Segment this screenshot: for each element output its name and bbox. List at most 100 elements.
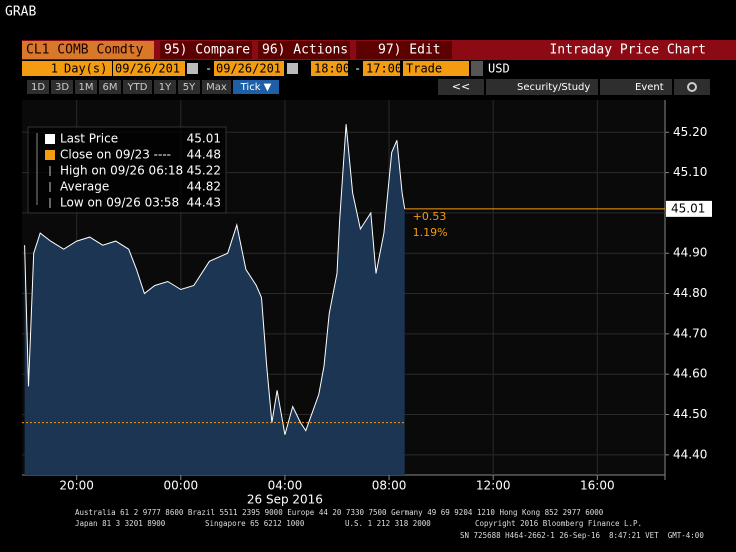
x-tick-label: 04:00: [268, 479, 303, 493]
price-area: [24, 124, 405, 475]
period[interactable]: 1: [51, 62, 58, 76]
tool-buttons: << Security/Study Event: [438, 79, 710, 95]
tool-button[interactable]: [438, 79, 484, 95]
y-tick-label: 45.20: [673, 125, 707, 139]
legend-value: 44.43: [187, 196, 221, 210]
range-label[interactable]: 6M: [103, 82, 118, 93]
start-date[interactable]: 09/26/201: [115, 62, 180, 76]
range-button[interactable]: [154, 80, 176, 94]
range-button[interactable]: [99, 80, 121, 94]
footer-copyright: Copyright 2016 Bloomberg Finance L.P.: [475, 519, 642, 528]
period-box[interactable]: [22, 61, 112, 76]
y-tick-label: 44.40: [673, 447, 707, 461]
chart: 44.4044.5044.6044.7044.8044.9045.0045.10…: [22, 100, 712, 507]
range-label[interactable]: 5Y: [183, 82, 196, 93]
legend-value: 44.48: [187, 148, 221, 162]
security[interactable]: CL1 COMB Comdty: [26, 43, 144, 58]
start-date-box[interactable]: [113, 61, 185, 76]
calendar-icon[interactable]: [287, 63, 298, 74]
legend-label: Last Price: [60, 132, 118, 146]
range-label[interactable]: 1D: [31, 82, 45, 93]
legend-icon: [45, 134, 55, 144]
y-tick-label: 44.50: [673, 407, 707, 421]
currency[interactable]: USD: [488, 62, 510, 76]
tool-label[interactable]: <<: [452, 80, 470, 93]
footer-contacts: Singapore 65 6212 1000: [205, 519, 305, 528]
y-tick-label: 44.80: [673, 286, 707, 300]
function-name: Intraday Price Chart: [549, 43, 706, 58]
legend-icon: [45, 150, 55, 160]
footer-session: SN 725688 H464-2662-1 26-Sep-16 8:47:21 …: [460, 531, 704, 540]
legend-label: High on 09/26 06:18: [60, 164, 183, 178]
x-tick-label: 08:00: [372, 479, 407, 493]
range-label[interactable]: 1M: [79, 82, 94, 93]
range-button[interactable]: [123, 80, 152, 94]
selected-button[interactable]: [233, 80, 279, 94]
security-box[interactable]: [22, 41, 154, 59]
range-label[interactable]: 1Y: [159, 82, 172, 93]
y-tick-label: 44.60: [673, 367, 707, 381]
y-tick-label: 44.70: [673, 326, 707, 340]
range-button[interactable]: [75, 80, 97, 94]
selected-label[interactable]: Tick ▼: [240, 82, 272, 93]
footer-contacts: U.S. 1 212 318 2000: [345, 519, 431, 528]
compare-button[interactable]: [160, 41, 252, 59]
x-tick-label: 12:00: [476, 479, 511, 493]
window-title: GRAB: [5, 5, 36, 20]
range-label[interactable]: Max: [206, 82, 227, 93]
field-box[interactable]: [403, 61, 469, 76]
tool-label[interactable]: Event: [635, 82, 664, 93]
y-tick-label: 45.10: [673, 165, 707, 179]
range-label[interactable]: 3D: [55, 82, 69, 93]
start-time-box[interactable]: [311, 61, 348, 76]
range-button[interactable]: [202, 80, 231, 94]
legend-label: Close on 09/23 ----: [60, 148, 171, 162]
footer-contacts: Japan 81 3 3201 8900: [75, 519, 166, 528]
range-button[interactable]: [51, 80, 73, 94]
date-separator: -: [205, 62, 212, 76]
actions-label[interactable]: 96) Actions: [262, 43, 348, 58]
tool-label[interactable]: Security/Study: [517, 82, 590, 93]
end-time[interactable]: 17:00: [366, 62, 402, 76]
tool-button[interactable]: [674, 79, 710, 95]
legend-label: Average: [60, 180, 109, 194]
tool-button[interactable]: [486, 79, 598, 95]
end-date-box[interactable]: [214, 61, 284, 76]
last-price-label: 45.01: [671, 201, 705, 215]
change-label: +0.53: [413, 210, 447, 223]
field-dropdown[interactable]: [471, 61, 483, 76]
time-separator: -: [354, 62, 361, 76]
x-tick-label: 16:00: [580, 479, 615, 493]
y-tick-label: 44.90: [673, 246, 707, 260]
range-button[interactable]: [178, 80, 200, 94]
field[interactable]: Trade: [406, 62, 442, 76]
actions-button[interactable]: [258, 41, 350, 59]
end-time-box[interactable]: [363, 61, 400, 76]
legend-value: 45.22: [187, 164, 221, 178]
legend-label: Low on 09/26 03:58: [60, 196, 179, 210]
legend-box: [27, 126, 227, 214]
price-line: [24, 124, 406, 435]
legend-value: 44.82: [187, 180, 221, 194]
x-tick-label: 00:00: [164, 479, 199, 493]
edit-button[interactable]: [356, 41, 452, 59]
range-button[interactable]: [27, 80, 49, 94]
start-time[interactable]: 18:00: [314, 62, 350, 76]
x-date-label: 26 Sep 2016: [247, 493, 323, 507]
range-buttons: 1D 3D 1M 6M YTD 1Y 5Y Max Tick ▼: [27, 80, 279, 94]
change-pct-label: 1.19%: [413, 226, 448, 239]
footer-contacts: Australia 61 2 9777 8600 Brazil 5511 239…: [75, 508, 604, 517]
tool-button[interactable]: [600, 79, 672, 95]
period-unit[interactable]: Day(s): [64, 62, 107, 76]
x-tick-label: 20:00: [59, 479, 94, 493]
legend-value: 45.01: [187, 132, 221, 146]
calendar-icon[interactable]: [187, 63, 198, 74]
last-price-box: [666, 200, 712, 217]
range-label[interactable]: YTD: [127, 82, 148, 93]
edit-label[interactable]: 97) Edit: [378, 43, 441, 58]
compare-label[interactable]: 95) Compare: [164, 43, 250, 58]
settings-icon[interactable]: [687, 82, 697, 92]
end-date[interactable]: 09/26/201: [216, 62, 281, 76]
